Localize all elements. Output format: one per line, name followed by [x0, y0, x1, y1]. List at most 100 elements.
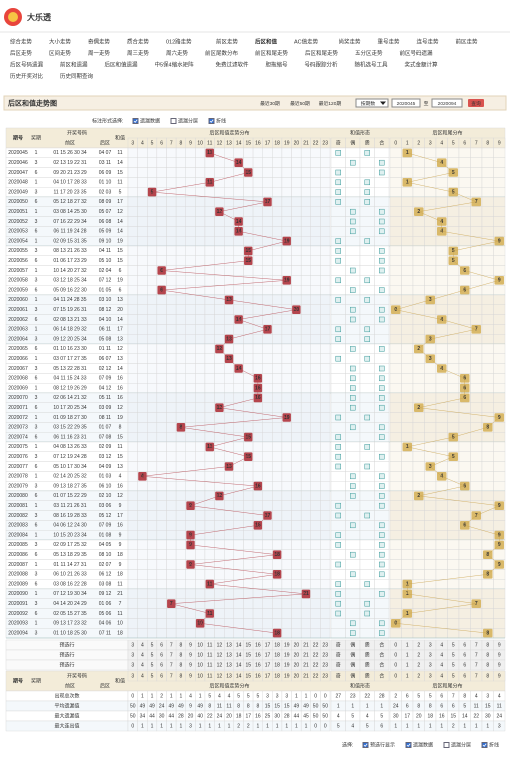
checkbox[interactable] [362, 742, 369, 748]
nav-link[interactable]: 中5保4缩水矩阵 [155, 60, 195, 68]
cell [281, 471, 292, 482]
cell [401, 334, 414, 345]
nav-link[interactable]: 后区和值遗漏 [105, 60, 139, 68]
nav-link[interactable]: 号码跟踪分析 [305, 60, 339, 68]
nav-link[interactable]: 区间走势 [49, 49, 72, 57]
cell [137, 510, 148, 521]
cell [137, 334, 148, 345]
predict-cell: 2 [417, 642, 420, 648]
cell [166, 422, 177, 433]
nav-link[interactable]: 012路走势 [166, 37, 192, 45]
period: 2020049 [8, 189, 28, 195]
cell [401, 490, 414, 502]
checkbox[interactable] [132, 118, 139, 124]
nav-link[interactable]: 奇偶走势 [88, 37, 111, 45]
cell [481, 353, 494, 364]
stat-value: 1 [208, 723, 211, 729]
cell [156, 206, 167, 217]
checkmark [363, 743, 368, 747]
nav-link[interactable]: AC值走势 [294, 37, 319, 45]
day: 1 [35, 180, 38, 186]
predict-cell: 8 [180, 652, 183, 658]
nav-link[interactable]: 免费过滤软件 [216, 60, 250, 68]
cell [447, 324, 460, 335]
range-link[interactable]: 最近50期 [290, 100, 310, 107]
nav-link[interactable]: 后区号码遗漏 [10, 60, 44, 68]
cell [320, 314, 331, 325]
nav-link[interactable]: 大小走势 [49, 37, 72, 45]
nav-link[interactable]: 随机选号工具 [355, 60, 389, 68]
nav-link[interactable]: 前区和遗漏 [60, 60, 88, 68]
input-to[interactable] [431, 98, 463, 108]
predict-cell: 21 [303, 642, 309, 648]
cell [262, 559, 273, 570]
checkbox[interactable] [405, 742, 412, 748]
nav-link[interactable]: 前区和尾走势 [255, 49, 289, 57]
checkbox[interactable] [443, 742, 450, 748]
nav-link[interactable]: 奖式金额计算 [405, 60, 439, 68]
cell [252, 275, 263, 286]
dist-col-label: 7 [170, 673, 173, 679]
nav-link[interactable]: 前区号码遗漏 [400, 49, 434, 57]
header-form: 和值形态 [350, 682, 370, 689]
day: 1 [35, 474, 38, 480]
nav-link[interactable]: 历史开奖对比 [10, 72, 44, 80]
cell [262, 608, 273, 619]
query-button[interactable] [468, 99, 484, 107]
nav-link[interactable]: 综合走势 [10, 37, 33, 45]
cell [204, 392, 215, 404]
cell [156, 373, 167, 384]
nav-link[interactable]: 尚奖走势 [339, 37, 362, 45]
nav-link[interactable]: 周三走势 [127, 49, 150, 57]
cell [389, 461, 402, 472]
cell [300, 481, 311, 492]
checkbox[interactable] [170, 118, 177, 124]
nav-link[interactable]: 前区走势 [456, 37, 479, 45]
nav-link[interactable]: 周一走势 [88, 49, 111, 57]
nav-link[interactable]: 重号走势 [378, 37, 401, 45]
front-numbers: 01 10 18 25 30 [53, 630, 87, 636]
nav-link[interactable]: 质合走势 [127, 37, 150, 45]
cell [214, 373, 225, 384]
cell [147, 275, 158, 286]
cell [166, 451, 177, 462]
cell [401, 432, 414, 443]
select[interactable] [355, 98, 389, 108]
range-link[interactable]: 最近120期 [319, 100, 342, 107]
form-mark [350, 159, 356, 166]
checkbox[interactable] [481, 742, 488, 748]
nav-link[interactable]: 周六走势 [166, 49, 189, 57]
predict-cell: 奇 [336, 661, 341, 668]
nav-link[interactable]: 五分区走势 [355, 49, 383, 57]
nav-link[interactable]: 后区和值 [255, 37, 278, 45]
cell [389, 383, 402, 394]
nav-link[interactable]: 后区走势 [10, 49, 33, 57]
range-link[interactable]: 最近30期 [260, 100, 280, 107]
cell [272, 353, 283, 364]
checkbox[interactable] [208, 118, 215, 124]
cell [435, 392, 448, 404]
cell [147, 196, 158, 208]
dist-col-label: 15 [245, 673, 251, 679]
checkmark [482, 743, 487, 747]
cell [481, 324, 494, 335]
cell [166, 383, 177, 394]
nav-link[interactable]: 后区和尾走势 [305, 49, 339, 57]
nav-link[interactable]: 前区走势 [216, 37, 239, 45]
cell [320, 402, 331, 413]
stat-value: 1 [295, 693, 298, 699]
stat-value: 1 [394, 723, 397, 729]
cell [175, 196, 186, 208]
nav-link[interactable]: 前区尾数分布 [205, 49, 239, 57]
cell [330, 628, 346, 639]
predict-cell: 4 [440, 662, 443, 668]
cell [401, 461, 414, 472]
nav-link[interactable]: 胆拖缩号 [266, 60, 289, 68]
form-col-label: 质 [365, 139, 370, 146]
stat-value: 6 [380, 723, 383, 729]
form-mark [364, 150, 370, 156]
input-from[interactable] [391, 98, 421, 108]
nav-link[interactable]: 连号走势 [417, 37, 440, 45]
nav-link[interactable]: 历史同期查询 [60, 72, 94, 80]
back-numbers: 04 09 [99, 464, 112, 470]
